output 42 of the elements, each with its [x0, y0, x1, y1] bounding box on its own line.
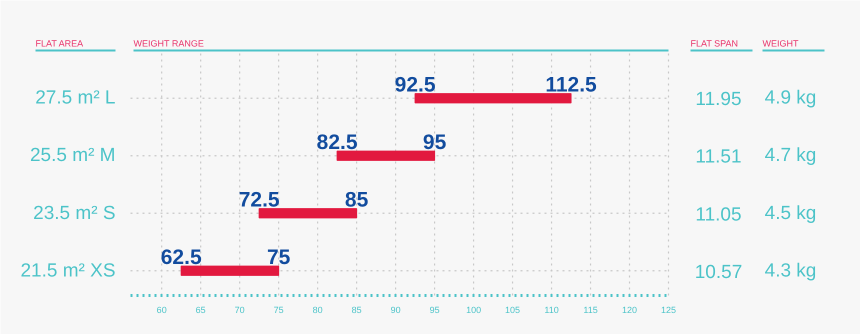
- x-tick-label: 95: [430, 305, 440, 315]
- x-tick-label: 90: [390, 305, 401, 315]
- annotation: 112.5: [545, 73, 598, 96]
- x-axis-title: WEIGHT RANGE: [134, 38, 204, 48]
- x-tick-label: 100: [466, 305, 482, 315]
- text: 4.5 kg: [764, 202, 816, 224]
- text: 4.9 kg: [764, 88, 816, 109]
- y-tick-label: 25.5 m² M: [30, 145, 116, 166]
- x-tick-label: 85: [352, 305, 362, 315]
- x-tick-label: 70: [234, 305, 245, 315]
- x-tick-label: 105: [505, 305, 520, 315]
- x-tick-label: 65: [196, 305, 206, 315]
- text: 4.7 kg: [764, 145, 816, 166]
- text: 4.3 kg: [764, 260, 816, 282]
- annotation: 95: [422, 130, 447, 154]
- annotation: 62.5: [160, 246, 202, 269]
- text: 11.51: [695, 146, 742, 168]
- annotation: 72.5: [238, 188, 280, 212]
- x-tick-label: 125: [660, 305, 676, 315]
- y-tick-label: 21.5 m² XS: [20, 260, 116, 282]
- text: FLAT SPAN: [690, 38, 738, 48]
- bar: [258, 208, 358, 218]
- text: 11.05: [695, 204, 742, 226]
- text: 11.95: [695, 89, 742, 110]
- x-tick-label: 75: [274, 305, 284, 315]
- y-tick-label: 23.5 m² S: [33, 202, 116, 224]
- text: WEIGHT: [762, 38, 799, 48]
- x-tick-label: 110: [544, 305, 559, 315]
- annotation: 75: [266, 246, 291, 269]
- bar: [336, 150, 436, 161]
- y-axis-title: FLAT AREA: [36, 38, 84, 48]
- x-tick-label: 80: [312, 305, 323, 315]
- x-tick-label: 120: [622, 305, 638, 315]
- annotation: 82.5: [316, 130, 358, 154]
- bar: [180, 266, 280, 276]
- annotation: 85: [344, 188, 369, 212]
- y-tick-label: 27.5 m² L: [35, 88, 116, 109]
- annotation: 92.5: [394, 73, 436, 96]
- bar: [414, 93, 572, 104]
- x-tick-label: 115: [583, 305, 598, 315]
- text: 10.57: [694, 262, 742, 283]
- x-tick-label: 60: [156, 305, 167, 315]
